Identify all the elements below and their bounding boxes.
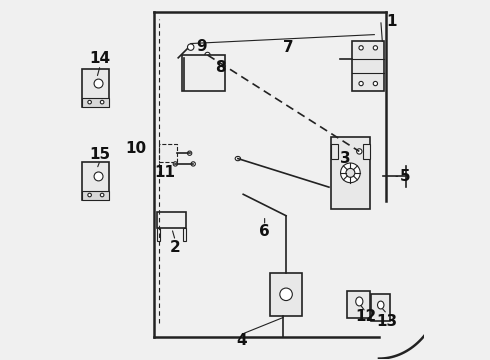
Bar <box>82 191 109 200</box>
Bar <box>183 228 186 241</box>
Text: 8: 8 <box>215 60 225 75</box>
Text: 11: 11 <box>154 165 175 180</box>
Ellipse shape <box>100 193 104 197</box>
Ellipse shape <box>188 151 192 156</box>
Ellipse shape <box>359 81 363 86</box>
Ellipse shape <box>346 168 355 177</box>
Text: 7: 7 <box>283 40 293 55</box>
Ellipse shape <box>359 46 363 50</box>
Ellipse shape <box>205 52 210 58</box>
Ellipse shape <box>235 157 241 161</box>
Ellipse shape <box>280 288 293 301</box>
Ellipse shape <box>173 162 177 166</box>
Text: 5: 5 <box>400 169 410 184</box>
Ellipse shape <box>88 193 92 197</box>
Ellipse shape <box>341 163 360 183</box>
Ellipse shape <box>377 301 384 309</box>
Bar <box>352 41 384 91</box>
Bar <box>182 55 225 91</box>
Text: 4: 4 <box>236 333 247 347</box>
Ellipse shape <box>188 44 194 50</box>
Text: 3: 3 <box>340 151 350 166</box>
Text: 13: 13 <box>377 314 398 329</box>
Bar <box>371 294 391 321</box>
Ellipse shape <box>356 297 363 306</box>
Ellipse shape <box>357 149 362 154</box>
Text: 14: 14 <box>90 51 111 66</box>
Bar <box>270 273 302 316</box>
Bar <box>159 144 177 162</box>
Bar <box>331 137 370 208</box>
Ellipse shape <box>88 100 92 104</box>
Bar <box>82 98 109 107</box>
Text: 10: 10 <box>125 141 147 156</box>
Bar <box>157 212 186 228</box>
Text: 2: 2 <box>170 240 181 255</box>
Bar <box>363 144 370 158</box>
Ellipse shape <box>94 172 103 181</box>
Bar <box>331 144 338 158</box>
Ellipse shape <box>94 79 103 88</box>
Ellipse shape <box>373 81 377 86</box>
Ellipse shape <box>100 100 104 104</box>
Text: 1: 1 <box>386 14 397 28</box>
Text: 6: 6 <box>259 224 270 239</box>
Bar <box>347 291 370 318</box>
Bar <box>157 228 160 241</box>
Text: 9: 9 <box>196 39 207 54</box>
Ellipse shape <box>191 162 196 166</box>
Bar <box>82 162 109 200</box>
Text: 12: 12 <box>355 309 376 324</box>
Ellipse shape <box>373 46 377 50</box>
Bar <box>82 69 109 107</box>
Text: 15: 15 <box>90 147 111 162</box>
